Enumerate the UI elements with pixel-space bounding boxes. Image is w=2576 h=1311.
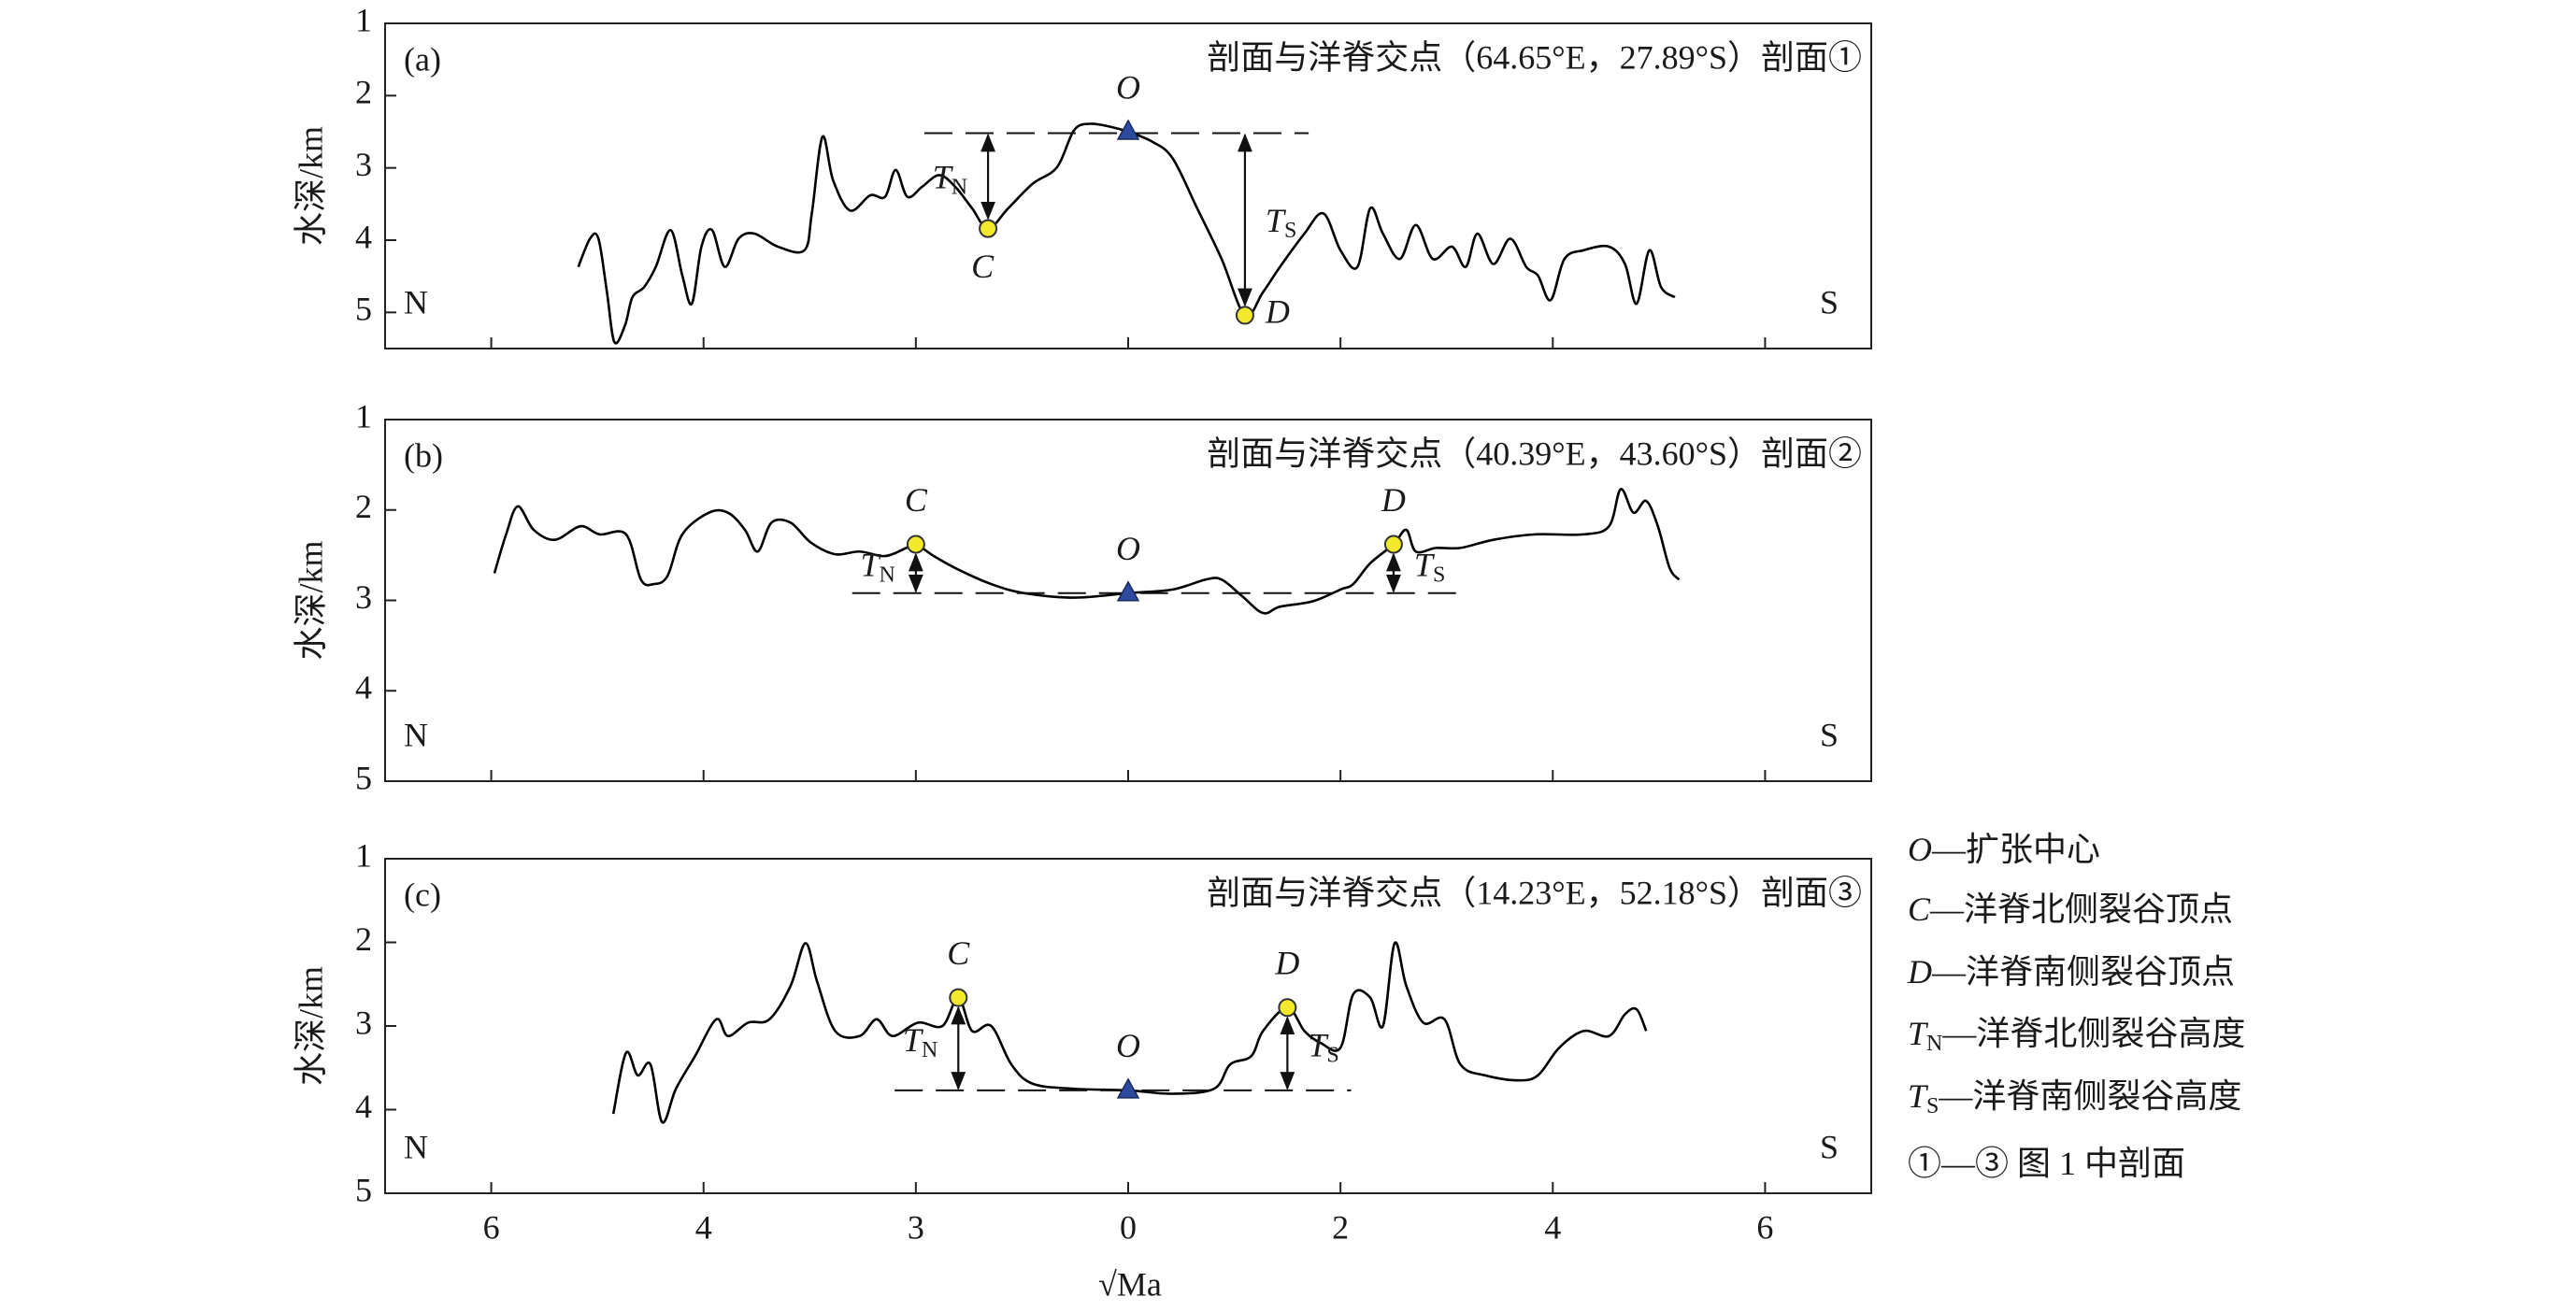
y-tick-label: 1	[355, 397, 372, 435]
center-marker	[1116, 1077, 1140, 1099]
legend-entry: D—洋脊南侧裂谷顶点	[1907, 953, 2235, 990]
y-tick-label: 1	[355, 1, 372, 38]
panel-label: (b)	[404, 436, 443, 474]
legend-symbol: T	[1908, 1015, 1929, 1052]
x-tick-label: 2	[1332, 1208, 1349, 1246]
height-subscript: N	[880, 563, 895, 587]
y-tick-label: 4	[355, 669, 372, 706]
height-label: TS	[1308, 1027, 1338, 1067]
marker-label: C	[947, 934, 970, 972]
legend-text: ①—③ 图 1 中剖面	[1908, 1145, 2185, 1182]
height-subscript: S	[1433, 563, 1445, 587]
profile-line	[577, 122, 1676, 345]
profile-line	[493, 488, 1681, 615]
y-tick-label: 2	[355, 74, 372, 111]
y-tick-label: 3	[355, 1004, 372, 1041]
x-tick-label: 4	[695, 1208, 712, 1246]
y-tick-label: 5	[355, 1171, 372, 1208]
legend-entry: ①—③ 图 1 中剖面	[1908, 1145, 2185, 1182]
height-label: TN	[860, 547, 894, 587]
height-label: TS	[1266, 202, 1296, 242]
north-label: N	[404, 283, 428, 321]
height-symbol: T	[1266, 202, 1287, 239]
legend-entry: O—扩张中心	[1908, 831, 2100, 868]
panel-title: 剖面与洋脊交点（64.65°E，27.89°S）剖面①	[1207, 38, 1862, 76]
marker-label: O	[1116, 1027, 1140, 1064]
marker-label: O	[1116, 68, 1140, 106]
panel-title: 剖面与洋脊交点（14.23°E，52.18°S）剖面③	[1207, 874, 1862, 911]
y-tick-label: 2	[355, 488, 372, 525]
legend-subscript: N	[1926, 1032, 1942, 1056]
y-axis-label: 水深/km	[292, 540, 329, 660]
panel-label: (c)	[404, 876, 441, 913]
y-tick-label: 3	[355, 578, 372, 616]
height-subscript: N	[952, 175, 967, 199]
y-tick-label: 2	[355, 920, 372, 958]
x-tick-label: 0	[1120, 1208, 1137, 1246]
legend-text: —洋脊北侧裂谷高度	[1941, 1015, 2245, 1052]
rift-marker	[906, 534, 925, 554]
y-tick-label: 3	[355, 146, 372, 183]
height-symbol: T	[903, 1022, 924, 1060]
height-label: TN	[903, 1022, 937, 1062]
x-tick-label: 4	[1544, 1208, 1561, 1246]
x-tick-label: 6	[1756, 1208, 1773, 1246]
legend-symbol: O	[1908, 831, 1932, 868]
legend-entry: C—洋脊北侧裂谷顶点	[1908, 891, 2233, 928]
height-symbol: T	[933, 159, 954, 196]
marker-label: D	[1274, 945, 1299, 982]
height-subscript: N	[922, 1038, 937, 1062]
y-tick-label: 5	[355, 291, 372, 328]
x-axis-label: √Ma	[1098, 1265, 1162, 1303]
south-label: S	[1820, 283, 1839, 321]
panel-title: 剖面与洋脊交点（40.39°E，43.60°S）剖面②	[1207, 435, 1862, 472]
y-tick-label: 4	[355, 1088, 372, 1125]
rift-marker	[1235, 306, 1254, 325]
rift-marker	[1278, 998, 1297, 1018]
height-symbol: T	[1414, 547, 1436, 584]
legend-symbol: C	[1908, 891, 1931, 928]
legend-text: —扩张中心	[1931, 831, 2100, 868]
rift-marker	[949, 988, 968, 1007]
legend-text: —洋脊南侧裂谷顶点	[1931, 953, 2235, 990]
height-symbol: T	[860, 547, 881, 584]
marker-label: O	[1116, 530, 1140, 567]
height-label: TS	[1414, 547, 1445, 587]
marker-label: C	[905, 481, 928, 519]
marker-label: D	[1381, 481, 1406, 519]
marker-label: D	[1265, 293, 1290, 331]
legend-text: —洋脊北侧裂谷顶点	[1929, 891, 2233, 928]
y-axis-label: 水深/km	[292, 126, 329, 246]
legend-symbol: T	[1908, 1077, 1929, 1115]
marker-label: C	[971, 248, 995, 285]
legend-entry: TS—洋脊南侧裂谷高度	[1908, 1077, 2241, 1118]
x-tick-label: 6	[483, 1208, 500, 1246]
legend-symbol: D	[1907, 953, 1932, 990]
rift-marker	[1383, 534, 1403, 554]
height-symbol: T	[1308, 1027, 1329, 1064]
y-tick-label: 1	[355, 836, 372, 874]
x-tick-label: 3	[908, 1208, 924, 1246]
panel-label: (a)	[404, 40, 441, 78]
y-axis-label: 水深/km	[292, 966, 329, 1086]
south-label: S	[1820, 1128, 1839, 1165]
center-marker	[1116, 580, 1140, 602]
legend-subscript: S	[1926, 1094, 1939, 1119]
north-label: N	[404, 1128, 428, 1165]
south-label: S	[1820, 716, 1839, 753]
legend-text: —洋脊南侧裂谷高度	[1938, 1077, 2241, 1115]
y-tick-label: 4	[355, 218, 372, 255]
rift-marker	[979, 219, 998, 238]
north-label: N	[404, 716, 428, 753]
height-subscript: S	[1326, 1043, 1338, 1067]
height-label: TN	[933, 159, 967, 199]
y-tick-label: 5	[355, 759, 372, 796]
legend-entry: TN—洋脊北侧裂谷高度	[1908, 1015, 2245, 1055]
height-subscript: S	[1284, 218, 1296, 242]
center-marker	[1116, 119, 1140, 140]
